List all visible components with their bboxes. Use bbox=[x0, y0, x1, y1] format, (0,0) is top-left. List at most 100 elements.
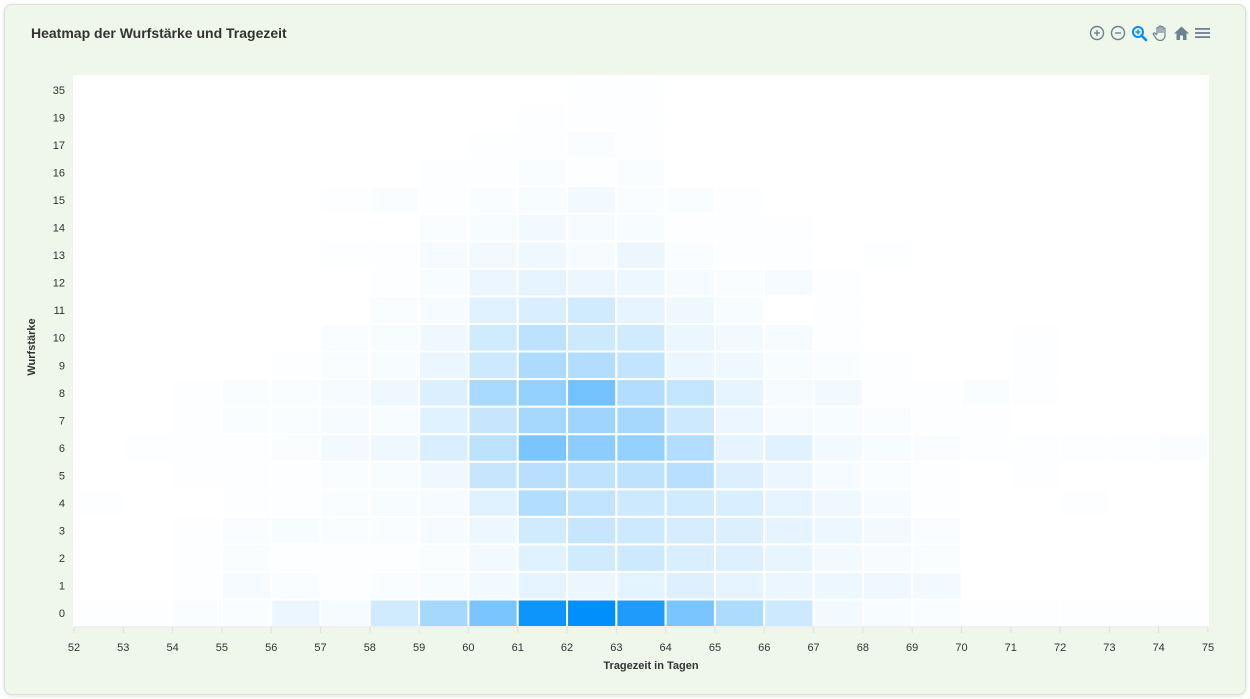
heatmap-cell[interactable] bbox=[171, 488, 223, 518]
heatmap-cell[interactable] bbox=[861, 598, 914, 629]
heatmap-cell[interactable] bbox=[122, 130, 174, 160]
heatmap-cell[interactable] bbox=[960, 322, 1012, 353]
pan-button[interactable] bbox=[1151, 23, 1169, 43]
heatmap-cell[interactable] bbox=[171, 212, 223, 243]
heatmap-cell[interactable] bbox=[516, 75, 569, 105]
heatmap-cell[interactable] bbox=[1157, 295, 1210, 325]
heatmap-cell[interactable] bbox=[319, 515, 371, 546]
heatmap-cell[interactable] bbox=[1009, 157, 1062, 188]
heatmap-cell[interactable] bbox=[1009, 295, 1062, 325]
heatmap-cell[interactable] bbox=[911, 322, 963, 353]
heatmap-cell[interactable] bbox=[664, 295, 716, 325]
heatmap-cell[interactable] bbox=[1059, 240, 1111, 270]
heatmap-cell[interactable] bbox=[418, 433, 470, 463]
heatmap-cell[interactable] bbox=[763, 488, 815, 518]
heatmap-cell[interactable] bbox=[566, 488, 618, 518]
heatmap-cell[interactable] bbox=[368, 322, 421, 353]
heatmap-cell[interactable] bbox=[73, 405, 125, 436]
heatmap-cell[interactable] bbox=[122, 212, 174, 243]
heatmap-cell[interactable] bbox=[220, 570, 273, 601]
heatmap-cell[interactable] bbox=[418, 322, 470, 353]
heatmap-cell[interactable] bbox=[220, 488, 273, 518]
heatmap-cell[interactable] bbox=[1009, 130, 1062, 160]
heatmap-cell[interactable] bbox=[122, 102, 174, 133]
heatmap-cell[interactable] bbox=[1157, 240, 1210, 270]
heatmap-cell[interactable] bbox=[615, 598, 667, 629]
heatmap-cell[interactable] bbox=[566, 598, 618, 629]
heatmap-cell[interactable] bbox=[1059, 543, 1111, 573]
heatmap-cell[interactable] bbox=[73, 157, 125, 188]
heatmap-cell[interactable] bbox=[418, 515, 470, 546]
heatmap-cell[interactable] bbox=[319, 157, 371, 188]
heatmap-cell[interactable] bbox=[319, 433, 371, 463]
heatmap-cell[interactable] bbox=[861, 405, 914, 436]
heatmap-cell[interactable] bbox=[73, 240, 125, 270]
heatmap-cell[interactable] bbox=[122, 322, 174, 353]
heatmap-cell[interactable] bbox=[861, 570, 914, 601]
heatmap-cell[interactable] bbox=[566, 460, 618, 491]
heatmap-cell[interactable] bbox=[911, 102, 963, 133]
heatmap-cell[interactable] bbox=[73, 185, 125, 215]
heatmap-cell[interactable] bbox=[1009, 405, 1062, 436]
heatmap-cell[interactable] bbox=[960, 130, 1012, 160]
heatmap-cell[interactable] bbox=[861, 157, 914, 188]
heatmap-cell[interactable] bbox=[1108, 267, 1160, 298]
heatmap-cell[interactable] bbox=[615, 488, 667, 518]
heatmap-cell[interactable] bbox=[1108, 515, 1160, 546]
heatmap-cell[interactable] bbox=[861, 75, 914, 105]
heatmap-cell[interactable] bbox=[122, 350, 174, 381]
heatmap-cell[interactable] bbox=[1157, 267, 1210, 298]
heatmap-cell[interactable] bbox=[171, 350, 223, 381]
heatmap-cell[interactable] bbox=[566, 322, 618, 353]
heatmap-cell[interactable] bbox=[763, 212, 815, 243]
heatmap-cell[interactable] bbox=[467, 295, 519, 325]
heatmap-cell[interactable] bbox=[664, 212, 716, 243]
heatmap-cell[interactable] bbox=[516, 212, 569, 243]
heatmap-cell[interactable] bbox=[1009, 570, 1062, 601]
heatmap-cell[interactable] bbox=[73, 322, 125, 353]
heatmap-cell[interactable] bbox=[1108, 598, 1160, 629]
heatmap-cell[interactable] bbox=[911, 515, 963, 546]
heatmap-cell[interactable] bbox=[960, 598, 1012, 629]
heatmap-cell[interactable] bbox=[73, 350, 125, 381]
heatmap-cell[interactable] bbox=[1157, 405, 1210, 436]
heatmap-cell[interactable] bbox=[566, 433, 618, 463]
heatmap-cell[interactable] bbox=[911, 543, 963, 573]
heatmap-cell[interactable] bbox=[960, 515, 1012, 546]
heatmap-cell[interactable] bbox=[960, 405, 1012, 436]
heatmap-cell[interactable] bbox=[664, 130, 716, 160]
heatmap-cell[interactable] bbox=[1059, 460, 1111, 491]
heatmap-cell[interactable] bbox=[713, 267, 766, 298]
heatmap-cell[interactable] bbox=[664, 378, 716, 408]
heatmap-cell[interactable] bbox=[1059, 598, 1111, 629]
heatmap-cell[interactable] bbox=[812, 350, 864, 381]
heatmap-cell[interactable] bbox=[270, 75, 322, 105]
heatmap-cell[interactable] bbox=[911, 433, 963, 463]
heatmap-cell[interactable] bbox=[270, 488, 322, 518]
heatmap-cell[interactable] bbox=[812, 75, 864, 105]
heatmap-cell[interactable] bbox=[1157, 350, 1210, 381]
heatmap-cell[interactable] bbox=[1009, 185, 1062, 215]
heatmap-cell[interactable] bbox=[960, 157, 1012, 188]
heatmap-cell[interactable] bbox=[220, 378, 273, 408]
heatmap-cell[interactable] bbox=[664, 543, 716, 573]
heatmap-cell[interactable] bbox=[763, 543, 815, 573]
heatmap-cell[interactable] bbox=[73, 212, 125, 243]
selection-zoom-button[interactable] bbox=[1130, 23, 1148, 43]
heatmap-cell[interactable] bbox=[615, 267, 667, 298]
heatmap-cell[interactable] bbox=[73, 570, 125, 601]
heatmap-cell[interactable] bbox=[566, 267, 618, 298]
heatmap-cell[interactable] bbox=[615, 212, 667, 243]
heatmap-cell[interactable] bbox=[812, 433, 864, 463]
heatmap-cell[interactable] bbox=[122, 240, 174, 270]
heatmap-cell[interactable] bbox=[615, 433, 667, 463]
heatmap-cell[interactable] bbox=[368, 295, 421, 325]
heatmap-cell[interactable] bbox=[960, 543, 1012, 573]
heatmap-cell[interactable] bbox=[911, 267, 963, 298]
heatmap-cell[interactable] bbox=[418, 378, 470, 408]
heatmap-cell[interactable] bbox=[615, 378, 667, 408]
heatmap-cell[interactable] bbox=[467, 515, 519, 546]
heatmap-cell[interactable] bbox=[1059, 515, 1111, 546]
heatmap-cell[interactable] bbox=[171, 240, 223, 270]
heatmap-cell[interactable] bbox=[418, 488, 470, 518]
